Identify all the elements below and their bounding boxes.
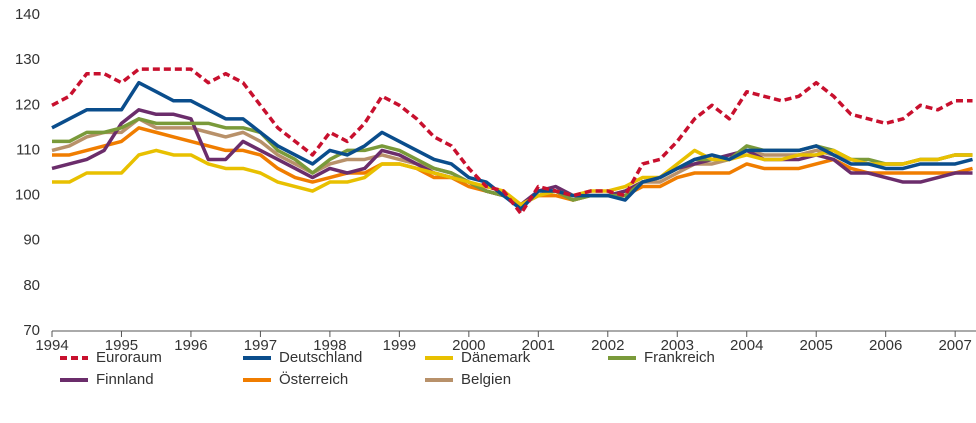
series-line [51,67,973,216]
legend-label: Österreich [279,370,348,388]
x-tick-label: 2006 [869,337,902,354]
x-tick-label: 1999 [383,337,416,354]
legend-label: Deutschland [279,349,362,366]
x-tick-label: 2004 [730,337,763,354]
x-tick-label: 1994 [35,337,68,354]
x-tick-label: 1998 [313,337,346,354]
legend-label: Belgien [461,371,511,388]
x-tick-label: 2005 [800,337,833,354]
y-tick-label: 80 [23,277,40,294]
legend-label: Euroraum [96,349,162,366]
y-tick-label: 140 [15,6,40,23]
legend-label: Finnland [96,371,154,388]
y-tick-label: 130 [15,51,40,68]
y-tick-label: 90 [23,232,40,249]
series-line [51,80,973,211]
y-tick-label: 120 [15,96,40,113]
x-tick-label: 2000 [452,337,485,354]
legend-label: Dänemark [461,349,531,366]
legend-label: Frankreich [644,349,715,366]
y-tick-label: 100 [15,187,40,204]
x-tick-label: 1995 [105,337,138,354]
x-tick-label: 1996 [174,337,207,354]
y-tick-label: 110 [16,141,40,158]
x-tick-label: 2002 [591,337,624,354]
x-tick-label: 2007 [938,337,971,354]
x-tick-label: 1997 [244,337,277,354]
series-line [52,148,973,207]
y-tick-label: 70 [23,322,40,339]
x-tick-label: 2001 [522,337,555,354]
series-line [52,126,973,207]
x-tick-label: 2003 [661,337,694,354]
